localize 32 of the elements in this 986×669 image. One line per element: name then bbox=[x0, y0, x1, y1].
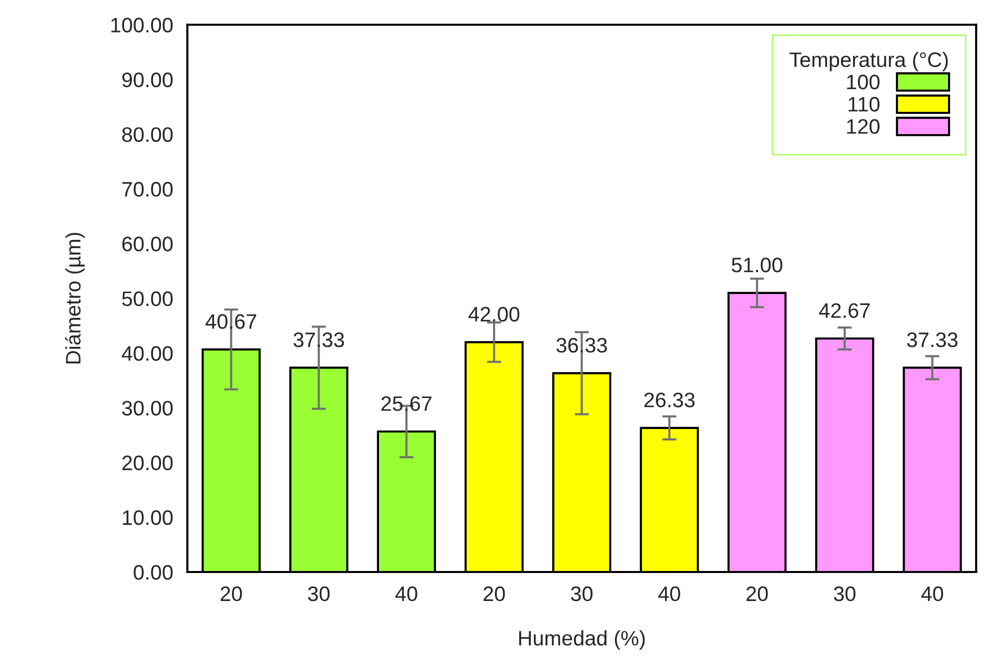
legend-label: 100 bbox=[847, 74, 880, 90]
y-tick-label: 100.00 bbox=[111, 18, 173, 33]
legend-label: 120 bbox=[847, 119, 880, 134]
data-label: 42.67 bbox=[819, 303, 870, 318]
y-tick-label: 30.00 bbox=[122, 400, 173, 416]
x-tick-label: 30 bbox=[834, 586, 856, 602]
legend-label: 110 bbox=[848, 96, 880, 112]
y-axis-title: Diámetro (µm) bbox=[65, 232, 85, 364]
x-tick-label: 20 bbox=[220, 586, 242, 602]
data-label: 37.33 bbox=[907, 332, 958, 348]
data-label: 42.00 bbox=[468, 306, 520, 322]
x-tick-label: 40 bbox=[395, 586, 418, 602]
y-tick-label: 0.00 bbox=[134, 564, 173, 580]
x-tick-label: 30 bbox=[308, 586, 330, 602]
x-axis-title: Humedad (%) bbox=[519, 630, 645, 650]
y-tick-label: 80.00 bbox=[122, 127, 173, 142]
y-tick-label: 90.00 bbox=[122, 72, 173, 88]
y-tick-label: 50.00 bbox=[122, 291, 173, 306]
y-tick-label: 70.00 bbox=[122, 182, 173, 197]
y-tick-label: 60.00 bbox=[122, 236, 173, 252]
x-tick-label: 20 bbox=[746, 586, 768, 602]
y-tick-label: 10.00 bbox=[122, 510, 173, 526]
data-label: 25.67 bbox=[381, 396, 432, 411]
data-label: 51.00 bbox=[732, 258, 782, 272]
legend-title: Temperatura (°C) bbox=[790, 52, 948, 72]
x-tick-label: 30 bbox=[570, 586, 593, 602]
x-tick-label: 20 bbox=[484, 586, 505, 602]
x-tick-label: 40 bbox=[658, 586, 680, 602]
x-tick-label: 40 bbox=[921, 586, 944, 602]
y-tick-label: 20.00 bbox=[122, 456, 173, 470]
y-tick-label: 40.00 bbox=[122, 346, 173, 361]
data-label: 26.33 bbox=[644, 392, 695, 408]
